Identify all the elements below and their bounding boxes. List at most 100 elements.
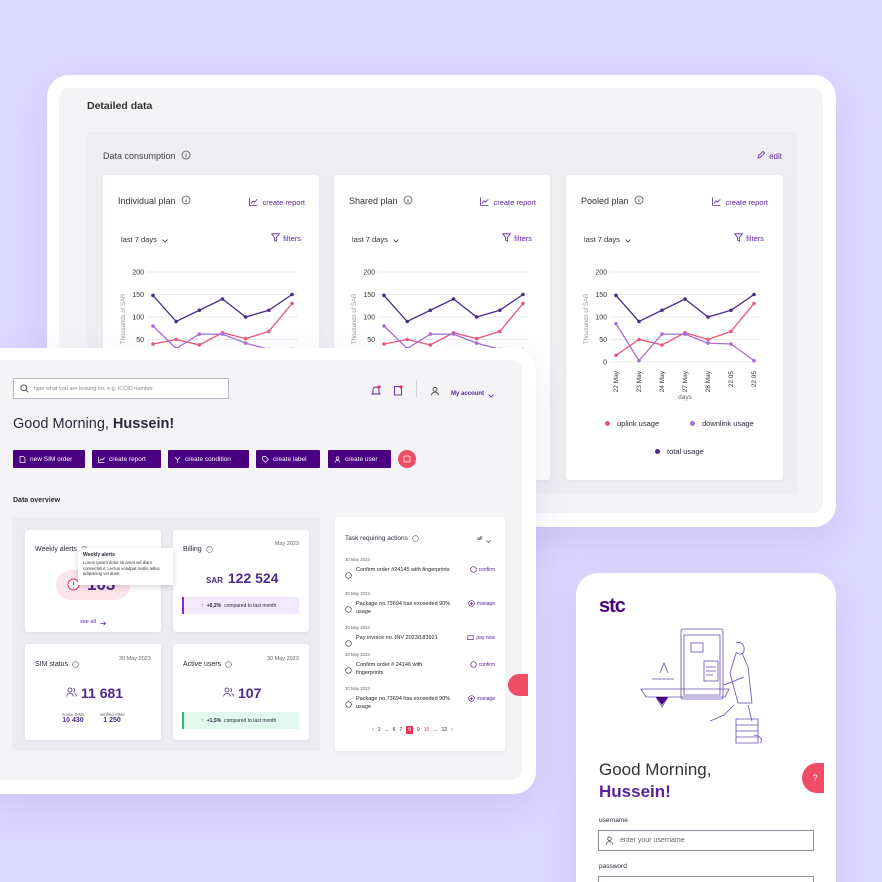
tasks-filter[interactable]: all <box>477 530 491 548</box>
create-report-button[interactable]: create report <box>92 450 161 468</box>
create-condition-label: create condition <box>185 455 231 463</box>
task-action[interactable]: confirm <box>469 566 495 573</box>
data-point <box>267 347 270 348</box>
data-point <box>729 308 733 313</box>
chart-icon <box>249 193 258 211</box>
tasks-filter-label: all <box>477 536 483 542</box>
page-10[interactable]: 10 <box>423 727 430 733</box>
data-point <box>267 308 271 313</box>
sim-status-value: 11 681 <box>81 685 124 701</box>
arrow-right-icon <box>100 613 106 631</box>
active-users-date: 30 May 2023 <box>267 656 299 662</box>
create-report-link[interactable]: create report <box>480 193 536 211</box>
data-point <box>474 336 479 341</box>
user-icon <box>430 383 440 401</box>
document-icon[interactable] <box>393 383 403 401</box>
new-sim-order-button[interactable]: new SIM order <box>13 450 85 468</box>
info-icon[interactable] <box>225 655 232 673</box>
task-action-label: manage <box>476 600 495 607</box>
page-7[interactable]: 7 <box>399 727 403 733</box>
password-field[interactable] <box>598 876 814 882</box>
y-tick-label: 200 <box>132 270 144 277</box>
data-point <box>382 293 386 298</box>
tooltip-text: Lorem ipsum dolor sit amet vel diam cons… <box>83 560 160 577</box>
legend-dot-uplink <box>605 421 610 426</box>
info-icon[interactable] <box>403 192 413 210</box>
filters-button[interactable]: filters <box>501 229 532 247</box>
username-field[interactable]: enter your username <box>598 830 814 851</box>
weekly-alerts-title: Weekly alerts <box>35 545 77 553</box>
chevron-down-icon <box>625 230 631 248</box>
data-point <box>729 342 733 346</box>
task-text: Confirm order #24145 with fingerprints <box>356 567 450 573</box>
weekly-alerts-tooltip: Weekly alerts Lorem ipsum dolor sit amet… <box>78 548 173 585</box>
prev-page-icon[interactable]: ‹ <box>372 727 374 733</box>
info-icon[interactable] <box>634 192 644 210</box>
info-icon[interactable] <box>181 192 191 210</box>
info-icon[interactable] <box>72 655 79 673</box>
more-actions-button[interactable] <box>398 450 416 468</box>
filters-label: filters <box>746 233 764 243</box>
task-item: 30 May 2023 Confirm order # 24146 with f… <box>345 652 495 679</box>
arrow-up-icon: ↑ <box>201 717 204 724</box>
see-all-link[interactable]: see all <box>80 613 106 631</box>
create-user-button[interactable]: create user <box>328 450 391 468</box>
plan-card-pooled <box>566 175 783 480</box>
period-select[interactable]: last 7 days <box>352 230 399 248</box>
data-point <box>706 315 710 319</box>
create-report-link[interactable]: create report <box>249 193 305 211</box>
task-action[interactable]: pay now <box>467 634 495 641</box>
bell-icon[interactable] <box>370 383 382 401</box>
data-point <box>243 315 248 319</box>
stc-logo: stc <box>599 595 626 617</box>
filters-button[interactable]: filters <box>733 229 764 247</box>
create-report-label: create report <box>725 197 768 207</box>
data-point <box>614 321 618 326</box>
task-action[interactable]: confirm <box>469 661 495 668</box>
data-point <box>498 347 501 348</box>
data-point <box>752 358 756 363</box>
data-point <box>174 337 178 342</box>
search-input[interactable]: type what you are looking for, e.g. ICCI… <box>13 378 229 399</box>
page-12[interactable]: 12 <box>441 727 448 733</box>
edit-button[interactable]: edit <box>756 147 782 165</box>
tooltip-title: Weekly alerts <box>83 552 115 558</box>
login-screen: stc Good Morning, Hussein! username ente… <box>588 585 824 882</box>
data-point <box>498 308 502 313</box>
chevron-down-icon <box>488 385 494 403</box>
page-9[interactable]: 9 <box>416 727 420 733</box>
page-1[interactable]: 1 <box>377 727 381 733</box>
period-select[interactable]: last 7 days <box>121 230 168 248</box>
account-menu[interactable]: My account <box>451 385 494 403</box>
page-8-current[interactable]: 8 <box>406 726 413 734</box>
filters-button[interactable]: filters <box>270 229 301 247</box>
info-icon[interactable] <box>412 529 419 547</box>
task-icon <box>345 695 352 713</box>
task-action[interactable]: manage <box>468 695 495 702</box>
billing-delta-bar: ↑ +0,2% compared to last month <box>182 597 299 614</box>
verified-sims-label: Verified SIMs <box>99 712 125 717</box>
data-point <box>243 341 248 345</box>
username-placeholder: enter your username <box>620 837 685 844</box>
chevron-down-icon <box>393 230 399 248</box>
create-report-link[interactable]: create report <box>712 193 768 211</box>
info-icon[interactable] <box>205 540 213 558</box>
create-condition-button[interactable]: create condition <box>168 450 249 468</box>
search-icon <box>20 380 29 398</box>
page-6[interactable]: 6 <box>392 727 396 733</box>
create-label-button[interactable]: create label <box>256 450 320 468</box>
data-point <box>729 329 733 334</box>
data-point <box>174 319 178 324</box>
task-action[interactable]: manage <box>468 600 495 607</box>
login-greeting: Good Morning, <box>599 760 712 779</box>
billing-card <box>173 530 309 632</box>
filter-icon <box>501 229 512 247</box>
help-button[interactable] <box>508 674 528 696</box>
users-icon <box>66 684 77 702</box>
next-page-icon[interactable]: › <box>451 727 453 733</box>
data-point <box>474 315 479 319</box>
period-select[interactable]: last 7 days <box>584 230 631 248</box>
task-icon <box>345 566 352 584</box>
login-help-button[interactable]: ? <box>802 763 824 793</box>
